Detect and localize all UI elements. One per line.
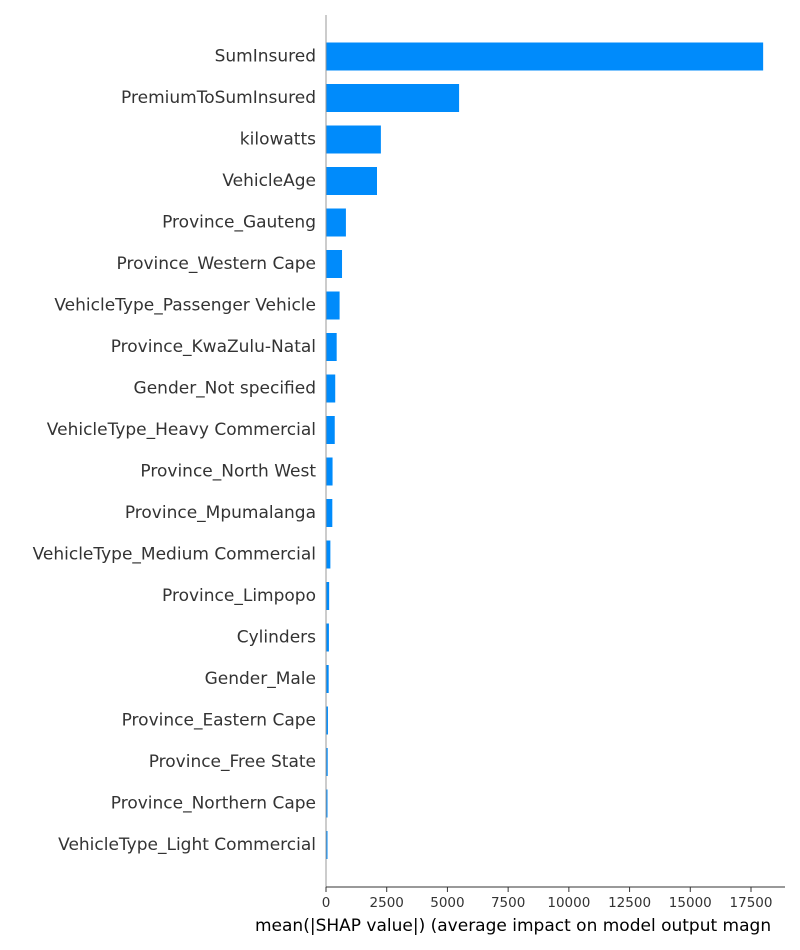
feature-label: Cylinders <box>237 628 316 648</box>
bar <box>326 499 333 527</box>
feature-label: Province_Free State <box>149 752 316 772</box>
x-tick-label: 10000 <box>547 895 590 911</box>
feature-label: Province_Mpumalanga <box>125 503 316 523</box>
x-tick-label: 0 <box>322 895 331 911</box>
x-tick-label: 15000 <box>669 895 712 911</box>
x-tick-label: 5000 <box>430 895 464 911</box>
feature-label: Province_North West <box>140 462 316 482</box>
feature-label: Province_Western Cape <box>117 254 317 274</box>
bar <box>326 84 460 112</box>
feature-label: Gender_Male <box>205 669 316 689</box>
bar <box>326 540 331 569</box>
x-tick-label: 7500 <box>491 895 525 911</box>
feature-labels-group: SumInsured PremiumToSumInsured kilowatts Ve… <box>33 47 317 856</box>
bar <box>326 665 329 693</box>
x-tick-label: 2500 <box>370 895 404 911</box>
feature-label: VehicleType_Heavy Commercial <box>47 420 316 440</box>
bar <box>326 706 328 735</box>
feature-label: SumInsured <box>215 47 316 67</box>
bar <box>326 167 377 195</box>
bar <box>326 582 330 610</box>
bars-group <box>326 42 764 859</box>
bar <box>326 208 346 237</box>
feature-label: VehicleType_Medium Commercial <box>33 545 316 565</box>
feature-label: Province_KwaZulu-Natal <box>111 337 316 357</box>
x-axis-title: mean(|SHAP value|) (average impact on mo… <box>255 916 771 936</box>
feature-label: Province_Northern Cape <box>111 794 316 814</box>
feature-label: VehicleType_Passenger Vehicle <box>54 296 316 316</box>
bar <box>326 831 328 859</box>
feature-label: VehicleAge <box>222 171 316 191</box>
bar <box>326 250 343 278</box>
bar <box>326 291 340 320</box>
x-tick-label: 12500 <box>608 895 651 911</box>
feature-label: VehicleType_Light Commercial <box>58 835 316 855</box>
bar <box>326 374 336 403</box>
bar <box>326 125 381 154</box>
bar <box>326 416 335 444</box>
feature-label: kilowatts <box>240 130 316 150</box>
feature-label: Gender_Not specified <box>134 379 316 399</box>
x-ticks-group: 0 2500 5000 7500 10000 12500 15000 17500 <box>322 887 773 911</box>
feature-label: Province_Limpopo <box>162 586 316 606</box>
bar <box>326 748 328 776</box>
feature-label: Province_Gauteng <box>162 213 316 233</box>
bar <box>326 789 328 818</box>
bar <box>326 623 329 652</box>
bar <box>326 457 333 486</box>
x-tick-label: 17500 <box>730 895 773 911</box>
feature-label: PremiumToSumInsured <box>121 88 316 108</box>
bar <box>326 42 764 71</box>
feature-label: Province_Eastern Cape <box>122 711 316 731</box>
bar <box>326 333 337 361</box>
